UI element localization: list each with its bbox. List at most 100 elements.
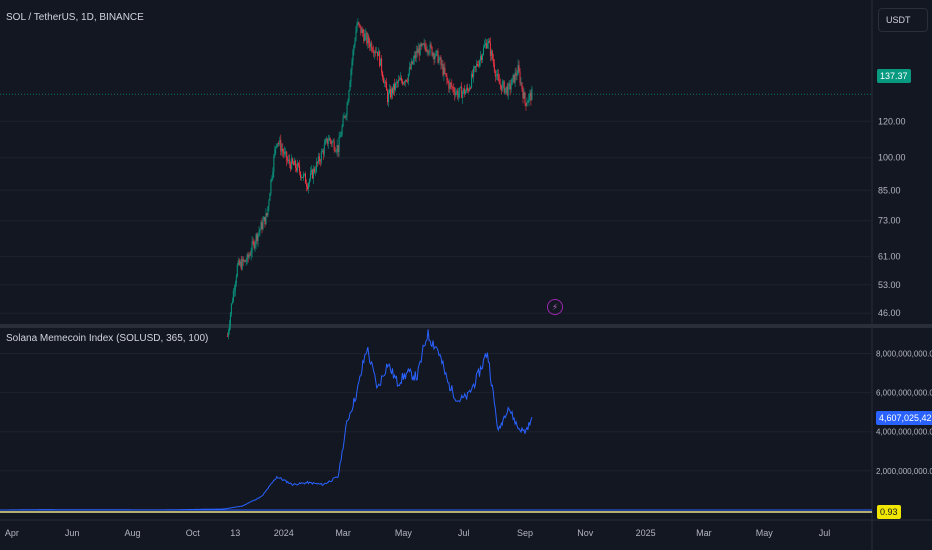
candle-body [306, 186, 308, 190]
price-tick-label: 73.00 [878, 216, 901, 226]
candle-body [509, 83, 511, 90]
candle-body [439, 57, 441, 60]
candle-body [390, 89, 392, 98]
candle-body [370, 43, 372, 48]
candle-body [228, 325, 230, 332]
candle-body [472, 73, 474, 77]
candle-body [286, 151, 288, 161]
candle-body [304, 173, 306, 184]
candle-body [480, 56, 482, 60]
candle-body [374, 51, 376, 54]
candle-body [334, 150, 336, 152]
candle-body [488, 40, 490, 43]
candle-body [455, 92, 457, 96]
candle-body [430, 44, 432, 47]
candle-body [236, 264, 238, 277]
candle-body [436, 50, 438, 52]
candle-body [330, 140, 332, 144]
candle-body [489, 42, 491, 56]
candle-body [266, 213, 268, 216]
candle-body [506, 86, 508, 96]
currency-button[interactable]: USDT [878, 8, 928, 32]
candle-body [361, 29, 363, 33]
candle-body [279, 139, 281, 144]
candle-body [487, 40, 489, 44]
candle-body [364, 34, 366, 42]
candle-body [529, 92, 531, 96]
candle-body [485, 43, 487, 49]
candle-body [510, 84, 512, 90]
candle-body [308, 179, 310, 184]
candle-body [344, 116, 346, 118]
candle-body [393, 83, 395, 90]
candle-body [524, 92, 526, 103]
candle-body [284, 151, 286, 155]
candle-body [340, 135, 342, 137]
candle-body [453, 87, 455, 92]
indicator-title[interactable]: Solana Memecoin Index (SOLUSD, 365, 100) [6, 333, 209, 344]
candle-body [327, 140, 329, 144]
candle-body [520, 82, 522, 84]
candle-body [530, 92, 532, 101]
candle-body [326, 138, 328, 144]
candle-body [508, 83, 510, 85]
candle-body [443, 67, 445, 75]
candle-body [405, 79, 407, 82]
candle-body [464, 88, 466, 94]
candle-body [366, 32, 368, 44]
candle-body [346, 104, 348, 115]
candle-body [235, 276, 237, 284]
candle-body [466, 87, 468, 92]
symbol-title[interactable]: SOL / TetherUS, 1D, BINANCE [6, 12, 144, 23]
candle-body [419, 44, 421, 56]
lightning-bolt-icon[interactable]: ⚡ [547, 299, 563, 315]
candle-body [355, 31, 357, 41]
candle-body [528, 95, 530, 102]
candle-body [461, 86, 463, 99]
candle-body [226, 336, 228, 337]
candle-body [259, 229, 261, 232]
candle-body [445, 73, 447, 75]
price-tick-label: 46.00 [878, 308, 901, 318]
candle-body [353, 45, 355, 51]
candle-body [387, 90, 389, 103]
candle-body [395, 82, 397, 84]
time-tick-label: 2025 [636, 528, 656, 538]
candle-body [256, 234, 258, 241]
candle-body [381, 58, 383, 73]
candle-body [270, 179, 272, 194]
candle-body [378, 51, 380, 57]
candle-body [298, 163, 300, 166]
candle-body [373, 51, 375, 54]
time-tick-label: Aug [124, 528, 140, 538]
candle-body [380, 58, 382, 66]
candle-body [475, 66, 477, 68]
candle-body [375, 51, 377, 53]
time-axis[interactable]: Apr Jun Aug Oct 13 2024 Mar May Jul Sep Nov 2025 Mar… [0, 519, 932, 538]
candle-body [516, 74, 518, 76]
candle-body [336, 144, 338, 152]
time-tick-label: May [756, 528, 774, 538]
candle-body [416, 50, 418, 53]
candle-body [526, 102, 528, 106]
candle-body [423, 43, 425, 45]
index-tick-label: 2,000,000,000.00 [876, 467, 932, 476]
candle-body [452, 87, 454, 89]
candle-body [500, 85, 502, 91]
candle-body [491, 50, 493, 60]
candle-body [262, 220, 264, 230]
candle-body [233, 290, 235, 292]
indicator-axis[interactable]: 2,000,000,000.00 4,000,000,000.00 6,000,00… [876, 349, 932, 475]
price-axis[interactable]: 46.00 53.00 61.00 73.00 85.00 100.00 120.00 [878, 116, 906, 318]
candle-body [471, 73, 473, 88]
candle-body [282, 148, 284, 152]
candle-body [312, 168, 314, 179]
candle-body [396, 82, 398, 84]
candle-body [321, 150, 323, 152]
candle-body [324, 141, 326, 145]
candle-body [391, 88, 393, 98]
candle-body [420, 44, 422, 46]
candle-body [341, 126, 343, 136]
candle-body [250, 252, 252, 256]
